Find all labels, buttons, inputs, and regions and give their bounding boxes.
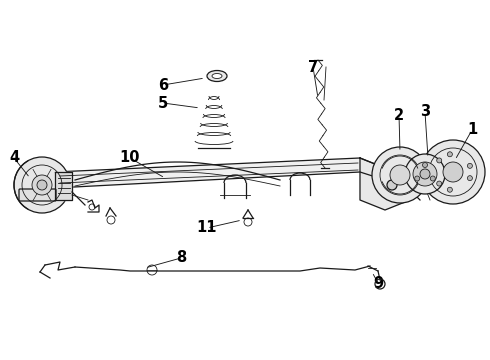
Circle shape [447,187,452,192]
Ellipse shape [212,73,222,78]
Ellipse shape [207,71,227,81]
Circle shape [32,175,52,195]
Circle shape [467,176,472,181]
Circle shape [420,169,430,179]
Text: 1: 1 [467,122,477,138]
Circle shape [413,162,437,186]
Text: 5: 5 [158,95,168,111]
Circle shape [447,152,452,157]
Text: 7: 7 [308,59,318,75]
Circle shape [437,158,441,163]
Circle shape [390,165,410,185]
Circle shape [443,162,463,182]
Circle shape [421,140,485,204]
Text: 8: 8 [176,251,186,266]
Circle shape [430,176,435,181]
Text: 9: 9 [373,275,383,291]
Text: 4: 4 [9,150,19,166]
Polygon shape [360,158,410,210]
Circle shape [14,157,70,213]
Circle shape [405,154,445,194]
Circle shape [422,162,427,167]
Polygon shape [55,172,72,200]
Text: 6: 6 [158,77,168,93]
Circle shape [372,147,428,203]
Text: 3: 3 [420,104,430,120]
Circle shape [415,176,420,181]
Text: 2: 2 [394,108,404,122]
FancyBboxPatch shape [19,189,56,201]
Circle shape [387,180,397,190]
Polygon shape [35,158,385,188]
Text: 10: 10 [120,150,140,166]
Circle shape [37,180,47,190]
Circle shape [437,181,441,186]
Text: 11: 11 [197,220,217,235]
Circle shape [467,163,472,168]
